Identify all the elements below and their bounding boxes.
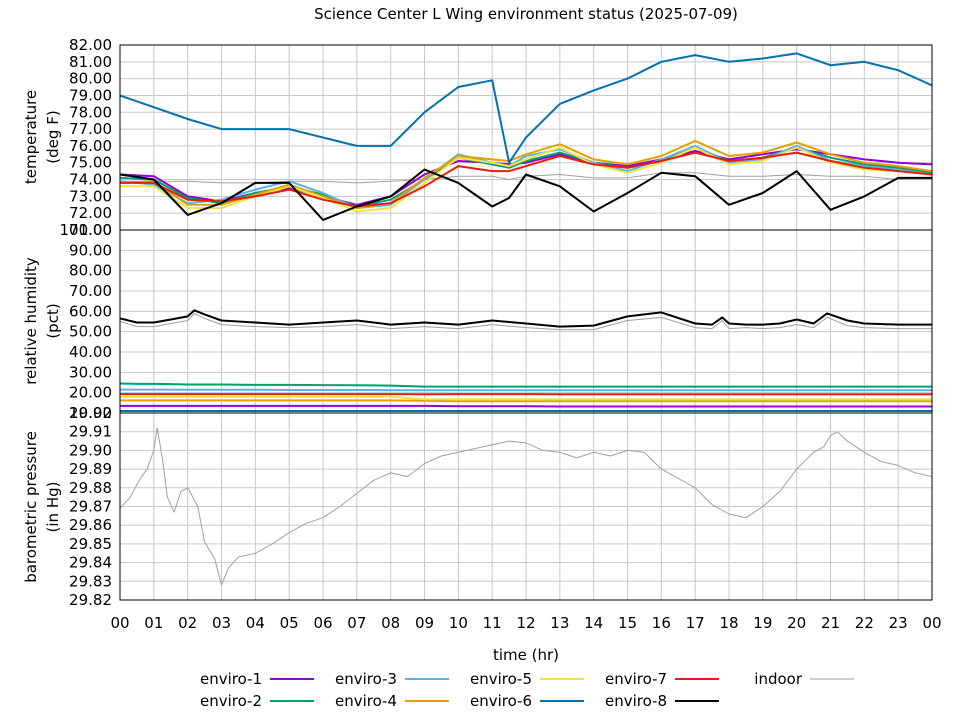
y-tick-label: 30.00 xyxy=(69,363,112,381)
y-tick-label: 76.00 xyxy=(69,137,112,155)
y-tick-label: 80.00 xyxy=(69,262,112,280)
x-tick-label: 04 xyxy=(246,614,265,632)
pressure-panel: 29.9229.9129.9029.8929.8829.8729.8629.85… xyxy=(22,404,932,609)
y-tick-label: 77.00 xyxy=(69,120,112,138)
x-tick-label: 05 xyxy=(280,614,299,632)
series-line-enviro-4 xyxy=(120,400,932,401)
legend-label-enviro-2: enviro-2 xyxy=(200,692,262,710)
humidity-panel: 100.00 90.00 80.00 70.00 60.00 50.00 40.00 30.0… xyxy=(22,221,932,422)
pressure-ylabel-2: (in Hg) xyxy=(44,482,62,533)
y-tick-label: 60.00 xyxy=(69,302,112,320)
legend-label-enviro-8: enviro-8 xyxy=(605,692,667,710)
y-tick-label: 29.91 xyxy=(69,423,112,441)
x-tick-label: 18 xyxy=(719,614,738,632)
x-tick-label: 19 xyxy=(753,614,772,632)
x-tick-label: 02 xyxy=(178,614,197,632)
y-tick-label: 72.00 xyxy=(69,204,112,222)
x-tick-label: 20 xyxy=(787,614,806,632)
y-tick-label: 29.86 xyxy=(69,516,112,534)
x-tick-label: 14 xyxy=(584,614,603,632)
x-tick-label: 13 xyxy=(550,614,569,632)
x-tick-label: 00 xyxy=(110,614,129,632)
x-tick-label: 09 xyxy=(415,614,434,632)
temperature-ylabel-2: (deg F) xyxy=(44,110,62,163)
x-tick-label: 06 xyxy=(313,614,332,632)
y-tick-label: 29.90 xyxy=(69,441,112,459)
humidity-y-ticks: 100.00 90.00 80.00 70.00 60.00 50.00 40.00 30.0… xyxy=(60,221,113,422)
humidity-ylabel-2: (pct) xyxy=(44,303,62,338)
x-tick-label: 03 xyxy=(212,614,231,632)
y-tick-label: 29.83 xyxy=(69,572,112,590)
x-tick-label: 11 xyxy=(483,614,502,632)
x-tick-labels: 00 01 02 03 04 05 06 07 08 09 10 11 12 13 14 15 16 17 18 19… xyxy=(110,614,941,632)
legend: enviro-1 enviro-2 enviro-3 enviro-4 enviro-5… xyxy=(200,670,854,710)
y-tick-label: 50.00 xyxy=(69,323,112,341)
legend-label-enviro-4: enviro-4 xyxy=(335,692,397,710)
x-tick-label: 22 xyxy=(855,614,874,632)
y-tick-label: 82.00 xyxy=(69,36,112,54)
y-tick-label: 29.89 xyxy=(69,460,112,478)
y-tick-label: 29.92 xyxy=(69,404,112,422)
x-tick-label: 21 xyxy=(821,614,840,632)
x-tick-label: 07 xyxy=(347,614,366,632)
y-tick-label: 79.00 xyxy=(69,86,112,104)
y-tick-label: 73.00 xyxy=(69,187,112,205)
x-tick-label: 01 xyxy=(144,614,163,632)
y-tick-label: 40.00 xyxy=(69,343,112,361)
x-axis-label: time (hr) xyxy=(493,646,559,664)
legend-label-enviro-6: enviro-6 xyxy=(470,692,532,710)
legend-label-enviro-3: enviro-3 xyxy=(335,670,397,688)
series-line-enviro-3 xyxy=(120,390,932,391)
pressure-ylabel-1: barometric pressure xyxy=(22,431,40,583)
x-tick-label: 16 xyxy=(652,614,671,632)
x-tick-label: 15 xyxy=(618,614,637,632)
y-tick-label: 29.88 xyxy=(69,479,112,497)
y-tick-label: 90.00 xyxy=(69,241,112,259)
temperature-ylabel-1: temperature xyxy=(22,90,40,184)
temperature-panel: 82.0081.0080.0079.0078.0077.0076.0075.00… xyxy=(22,36,932,239)
x-tick-label: 10 xyxy=(449,614,468,632)
y-tick-label: 29.87 xyxy=(69,498,112,516)
legend-label-enviro-1: enviro-1 xyxy=(200,670,262,688)
y-tick-label: 80.00 xyxy=(69,70,112,88)
series-line-enviro-1 xyxy=(120,406,932,407)
y-tick-label: 74.00 xyxy=(69,171,112,189)
temperature-y-ticks: 82.0081.0080.0079.0078.0077.0076.0075.00… xyxy=(69,36,112,239)
x-tick-label: 08 xyxy=(381,614,400,632)
y-tick-label: 20.00 xyxy=(69,384,112,402)
y-tick-label: 29.85 xyxy=(69,535,112,553)
pressure-grid xyxy=(120,413,932,600)
x-tick-label: 00 xyxy=(922,614,941,632)
y-tick-label: 100.00 xyxy=(60,221,113,239)
x-tick-label: 23 xyxy=(889,614,908,632)
x-tick-label: 12 xyxy=(516,614,535,632)
x-tick-label: 17 xyxy=(686,614,705,632)
legend-label-enviro-5: enviro-5 xyxy=(470,670,532,688)
y-tick-label: 75.00 xyxy=(69,154,112,172)
y-tick-label: 29.82 xyxy=(69,591,112,609)
pressure-y-ticks: 29.9229.9129.9029.8929.8829.8729.8629.85… xyxy=(69,404,112,609)
legend-label-indoor: indoor xyxy=(754,670,803,688)
y-tick-label: 78.00 xyxy=(69,103,112,121)
humidity-ylabel-1: relative humidity xyxy=(22,257,40,385)
chart-title: Science Center L Wing environment status… xyxy=(314,5,738,23)
legend-label-enviro-7: enviro-7 xyxy=(605,670,667,688)
y-tick-label: 70.00 xyxy=(69,282,112,300)
y-tick-label: 81.00 xyxy=(69,53,112,71)
y-tick-label: 29.84 xyxy=(69,554,112,572)
